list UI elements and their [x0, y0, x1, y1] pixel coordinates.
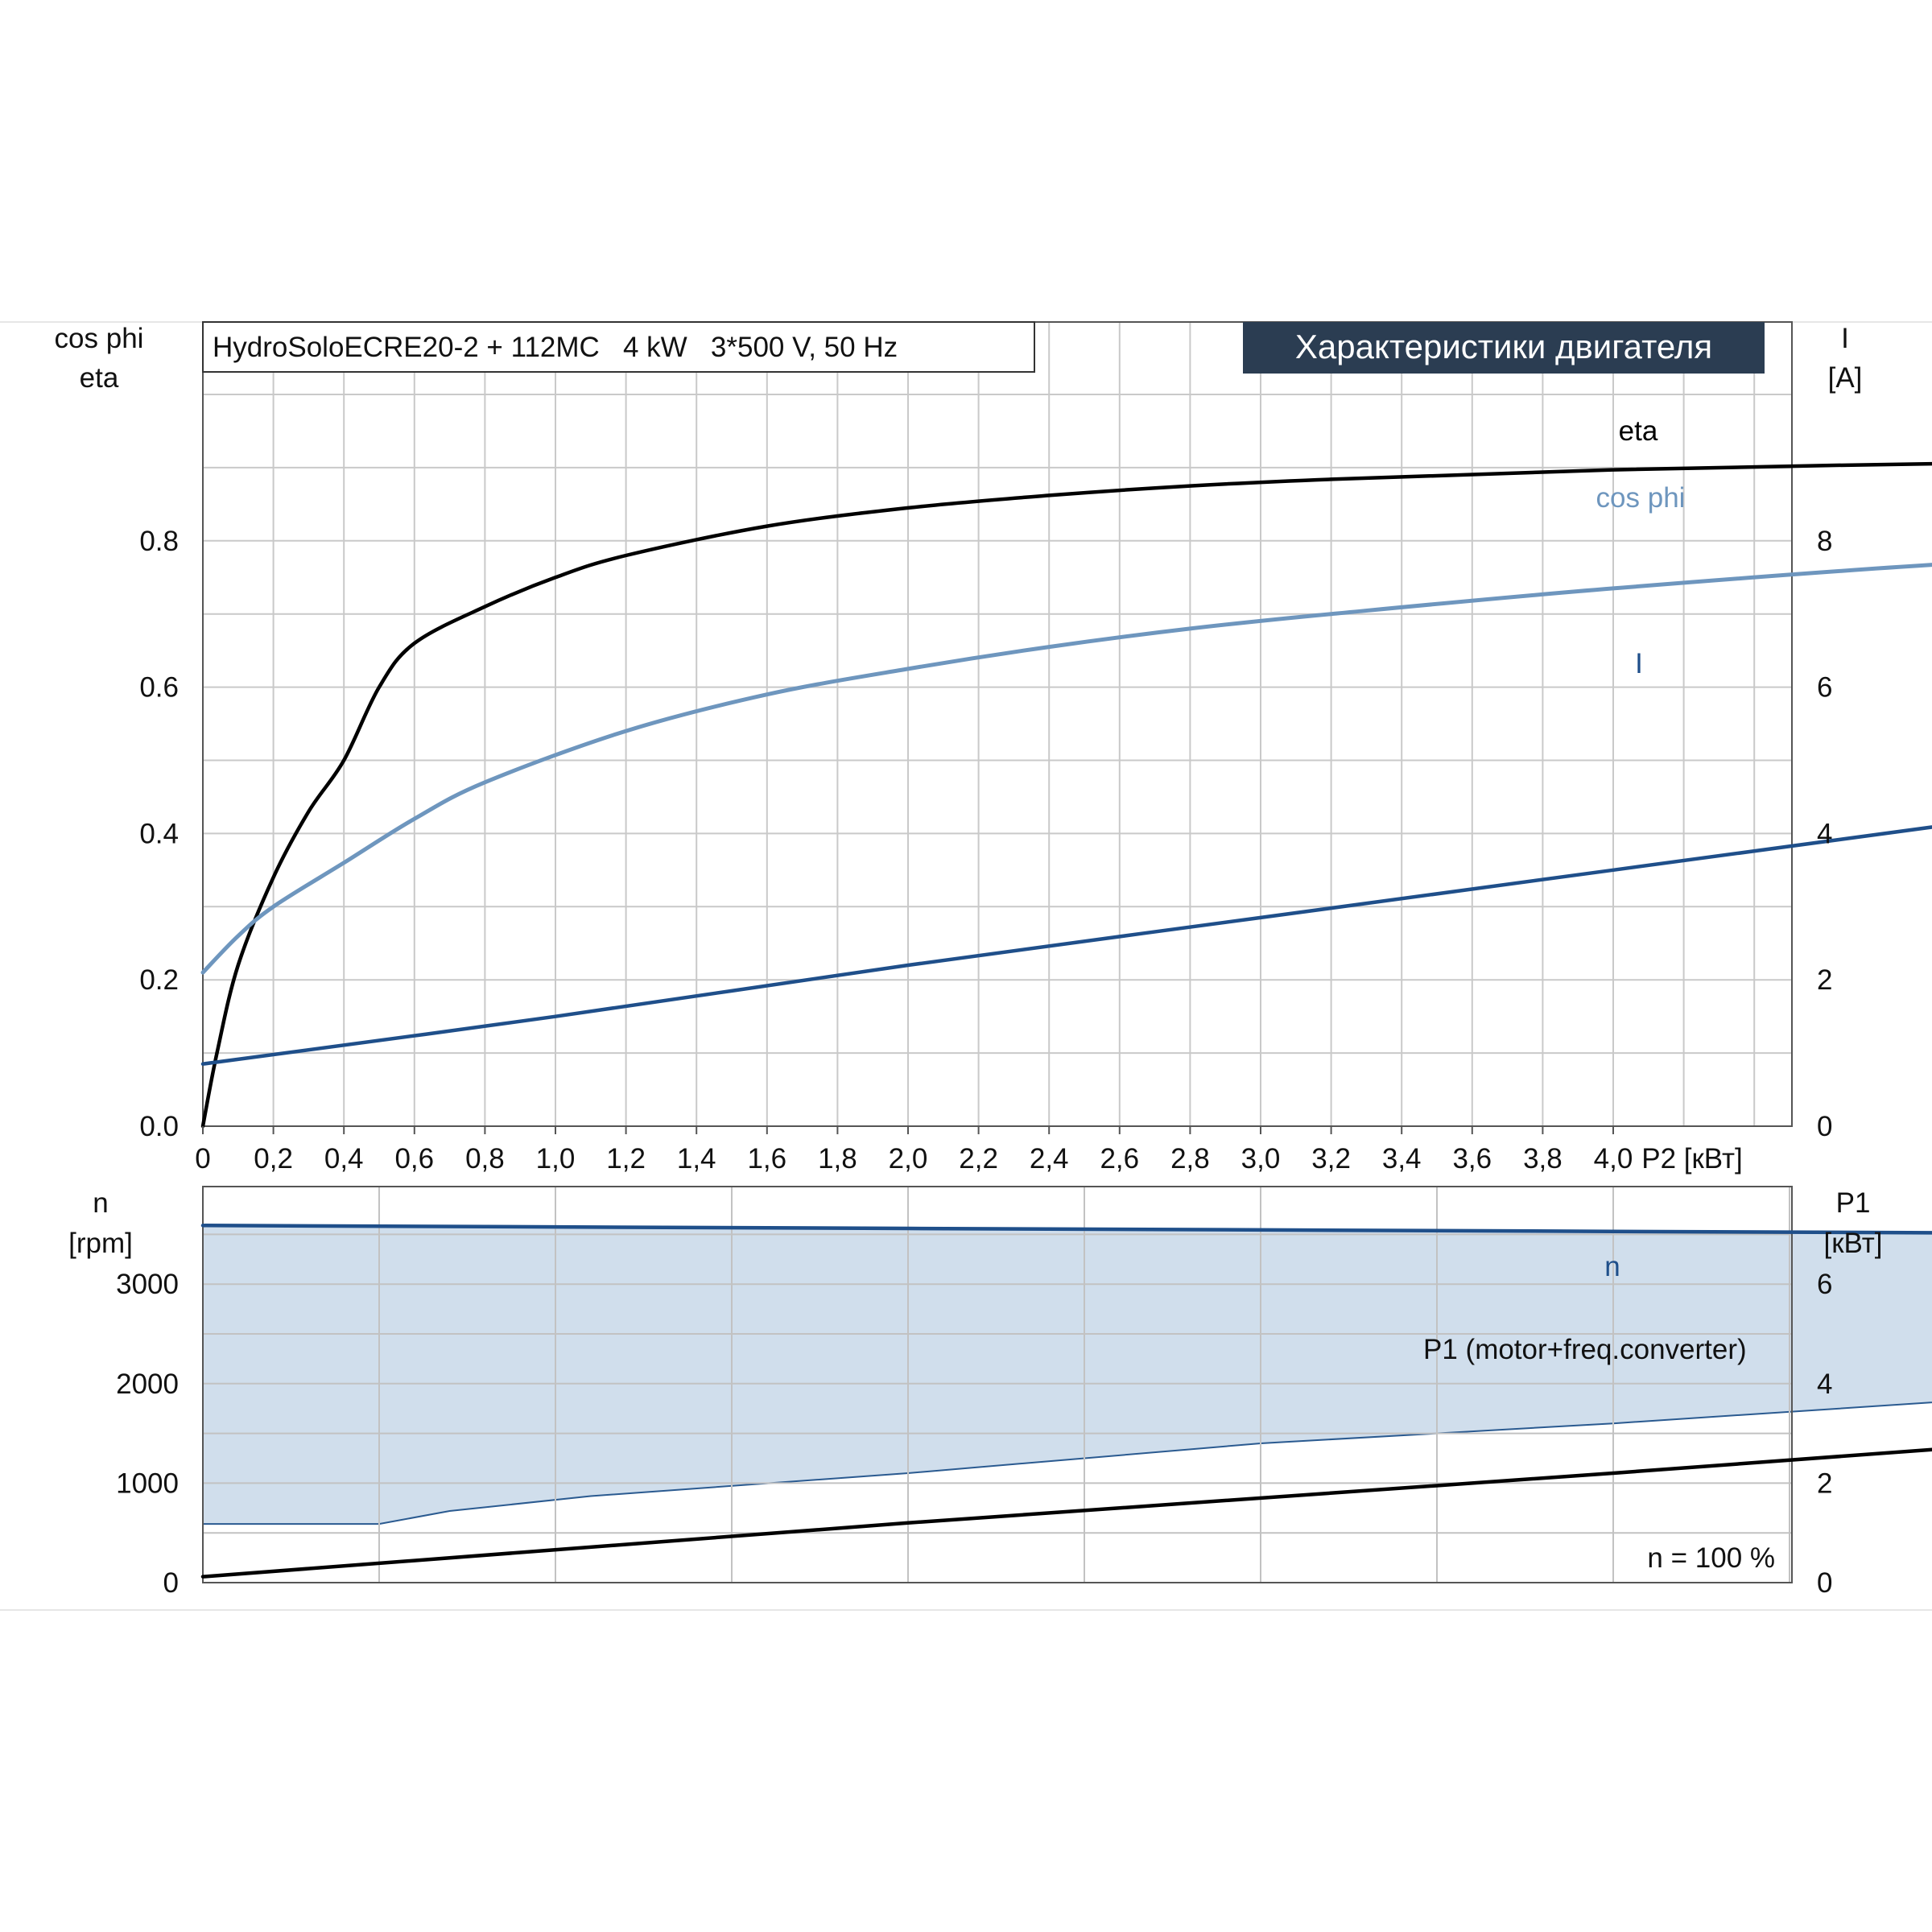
- x-tick-label: 1,2: [606, 1143, 646, 1174]
- y-left-tick-label: 0.6: [139, 672, 179, 704]
- series-label-p1: P1 (motor+freq.converter): [1423, 1334, 1747, 1365]
- y-left-label-rpm: [rpm]: [68, 1228, 133, 1259]
- y-left-tick-label: 0: [163, 1567, 179, 1599]
- y-right-tick-label: 6: [1817, 1269, 1832, 1300]
- x-tick-label: 2,2: [959, 1143, 998, 1174]
- x-tick-label: 1,8: [818, 1143, 857, 1174]
- y-left-tick-label: 1000: [116, 1468, 179, 1499]
- current-curve: [200, 825, 1932, 1066]
- product-box: [202, 321, 1035, 373]
- top-plot-frame: [202, 321, 1793, 1127]
- x-tick-label: 1,4: [677, 1143, 716, 1174]
- x-tick-label: 3,2: [1311, 1143, 1351, 1174]
- y-left-tick-label: 2000: [116, 1368, 179, 1400]
- top-x-ticks: 0 0,2 0,4 0,6 0,8 1,0 1,2 1,4 1,6 1,8 2,0 2,2 2,4 2,6…: [195, 1126, 1633, 1174]
- y-right-label-p1: P1: [1836, 1187, 1871, 1219]
- y-right-label-unit-a: [A]: [1828, 362, 1863, 394]
- y-right-tick-label: 4: [1817, 818, 1832, 849]
- top-y-left-ticks: 0.0 0.2 0.4 0.6 0.8: [139, 526, 179, 1142]
- y-left-tick-label: 3000: [116, 1269, 179, 1300]
- y-right-tick-label: 4: [1817, 1368, 1832, 1400]
- x-axis-label: P2 [кВт]: [1641, 1143, 1743, 1174]
- top-series: [200, 461, 1932, 1129]
- title-banner: [1243, 322, 1765, 374]
- bottom-panel: 0 1000 2000 3000 0 2 4 6 n [rpm] P1 [кВт] n P1…: [68, 1186, 1932, 1599]
- series-label-n: n: [1604, 1251, 1620, 1282]
- series-label-eta: eta: [1619, 415, 1658, 447]
- speed-annotation: n = 100 %: [1647, 1542, 1775, 1574]
- y-left-tick-label: 0.0: [139, 1111, 179, 1142]
- x-tick-label: 3,0: [1241, 1143, 1281, 1174]
- y-right-tick-label: 0: [1817, 1567, 1832, 1599]
- bottom-y-left-ticks: 0 1000 2000 3000: [116, 1269, 179, 1599]
- y-left-tick-label: 0.8: [139, 526, 179, 557]
- x-tick-label: 0,6: [394, 1143, 434, 1174]
- top-y-right-ticks: 0 2 4 6 8: [1817, 526, 1832, 1142]
- y-right-tick-label: 8: [1817, 526, 1832, 557]
- x-tick-label: 3,4: [1382, 1143, 1422, 1174]
- x-tick-label: 3,6: [1452, 1143, 1492, 1174]
- y-right-label-kw: [кВт]: [1824, 1228, 1883, 1259]
- x-tick-label: 1,0: [536, 1143, 576, 1174]
- product-label: HydroSoloECRE20-2 + 112MC 4 kW 3*500 V, …: [213, 332, 898, 363]
- cos-phi-curve: [200, 563, 1932, 975]
- series-label-i: I: [1635, 648, 1643, 679]
- bottom-grid: [203, 1187, 1792, 1583]
- bottom-plot-frame: [202, 1186, 1793, 1583]
- y-left-label-n: n: [93, 1187, 108, 1219]
- y-left-tick-label: 0.4: [139, 818, 179, 849]
- y-right-label-i: I: [1841, 323, 1849, 354]
- x-tick-label: 0,4: [324, 1143, 364, 1174]
- bottom-y-right-ticks: 0 2 4 6: [1817, 1269, 1832, 1599]
- top-grid: [203, 322, 1792, 1126]
- y-right-tick-label: 2: [1817, 964, 1832, 996]
- y-right-tick-label: 6: [1817, 672, 1832, 704]
- eta-curve: [200, 461, 1932, 1129]
- speed-line: [200, 1224, 1932, 1235]
- speed-range-band: [203, 1225, 1932, 1525]
- y-right-tick-label: 0: [1817, 1111, 1832, 1142]
- x-tick-label: 2,6: [1100, 1143, 1139, 1174]
- x-tick-label: 0,8: [465, 1143, 505, 1174]
- y-right-tick-label: 2: [1817, 1468, 1832, 1499]
- y-left-label-cosphi: cos phi: [55, 323, 144, 354]
- chart-title: Характеристики двигателя: [1295, 328, 1712, 365]
- x-tick-label: 2,4: [1030, 1143, 1069, 1174]
- p1-line: [200, 1447, 1932, 1579]
- series-label-cosphi: cos phi: [1596, 482, 1686, 514]
- x-tick-label: 0,2: [254, 1143, 293, 1174]
- top-panel: 0 0,2 0,4 0,6 0,8 1,0 1,2 1,4 1,6 1,8 2,0 2,2 2,4 2,6…: [55, 321, 1932, 1174]
- x-tick-label: 0: [195, 1143, 210, 1174]
- x-tick-label: 4,0: [1594, 1143, 1633, 1174]
- speed-range-area: [203, 1225, 1932, 1525]
- y-left-tick-label: 0.2: [139, 964, 179, 996]
- x-tick-label: 2,8: [1170, 1143, 1210, 1174]
- x-tick-label: 2,0: [889, 1143, 928, 1174]
- x-tick-label: 3,8: [1523, 1143, 1563, 1174]
- y-left-label-eta: eta: [80, 362, 119, 394]
- bottom-series: [200, 1224, 1932, 1579]
- x-tick-label: 1,6: [747, 1143, 786, 1174]
